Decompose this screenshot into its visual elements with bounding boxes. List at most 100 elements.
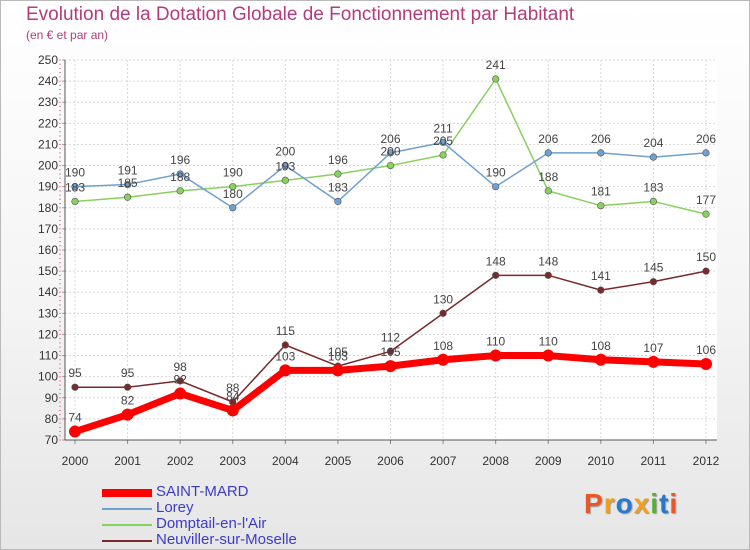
data-label: 188 (170, 170, 190, 184)
y-tick-label: 180 (38, 201, 58, 215)
y-tick-label: 230 (38, 95, 58, 109)
logo-letter: P (584, 488, 604, 519)
data-point (544, 149, 552, 157)
legend-swatch-neuviller (102, 540, 152, 542)
data-label: 188 (538, 170, 558, 184)
data-label: 183 (328, 180, 348, 194)
data-label: 185 (118, 176, 138, 190)
data-point (176, 170, 184, 178)
y-tick-label: 100 (38, 370, 58, 384)
x-tick-label: 2011 (641, 454, 667, 468)
y-tick-label: 120 (38, 327, 58, 341)
data-point (542, 349, 555, 362)
logo-letter: x (633, 488, 651, 519)
data-point (439, 309, 447, 317)
data-point (121, 408, 134, 421)
legend-swatch-domptail (102, 524, 152, 526)
data-label: 98 (173, 360, 187, 374)
data-label: 108 (591, 339, 611, 353)
data-point (176, 377, 184, 385)
data-point (492, 271, 500, 279)
data-point (649, 197, 658, 206)
data-label: 206 (538, 132, 558, 146)
data-label: 82 (121, 394, 135, 408)
data-point (331, 364, 344, 377)
data-point (71, 183, 79, 191)
y-tick-label: 70 (45, 433, 59, 447)
data-point (281, 161, 289, 170)
data-label: 84 (226, 389, 240, 403)
data-label: 95 (121, 366, 135, 380)
data-label: 211 (434, 121, 453, 135)
data-point (71, 197, 79, 206)
data-point (176, 187, 184, 195)
data-label: 130 (433, 292, 453, 306)
y-tick-label: 240 (38, 74, 58, 88)
grid (65, 59, 717, 441)
line-chart: 7080901001101201301401501601701801902002… (38, 53, 720, 468)
data-point (229, 204, 237, 212)
data-point (702, 210, 710, 218)
data-point (649, 153, 658, 161)
data-point (702, 267, 710, 275)
x-tick-label: 2001 (114, 454, 141, 468)
data-label: 191 (118, 164, 138, 178)
data-point (71, 383, 79, 391)
legend-swatch-lorey (102, 508, 152, 510)
y-tick-label: 200 (38, 159, 58, 173)
x-tick-label: 2000 (62, 454, 89, 468)
legend-label: Lorey (156, 499, 194, 516)
data-label: 206 (380, 132, 400, 146)
data-label: 105 (328, 345, 348, 359)
logo-letter: i (650, 488, 660, 519)
data-label: 108 (433, 339, 453, 353)
y-tick-label: 140 (38, 285, 58, 299)
data-label: 190 (65, 166, 85, 180)
data-point (439, 151, 447, 159)
data-label: 206 (591, 132, 611, 146)
data-point (281, 341, 289, 349)
data-label: 205 (433, 134, 453, 148)
x-tick-label: 2010 (587, 454, 614, 468)
data-point (492, 183, 500, 191)
data-point (700, 358, 712, 370)
logo-letter: r (603, 488, 616, 519)
data-point (174, 387, 187, 400)
x-tick-label: 2004 (272, 454, 299, 468)
x-tick-label: 2005 (325, 454, 352, 468)
legend-label: SAINT-MARD (156, 483, 249, 500)
data-point (437, 353, 450, 366)
y-tick-label: 110 (39, 349, 58, 363)
data-point (229, 183, 237, 191)
data-label: 110 (539, 335, 558, 349)
data-point (597, 286, 605, 294)
axes: 7080901001101201301401501601701801902002… (38, 53, 720, 468)
x-tick-label: 2007 (430, 454, 457, 468)
data-point (226, 404, 239, 417)
data-point (279, 364, 292, 377)
data-label: 107 (643, 341, 663, 355)
data-point (597, 202, 605, 210)
data-label: 92 (173, 373, 187, 387)
x-tick-label: 2008 (482, 454, 509, 468)
data-label: 148 (486, 254, 506, 268)
data-point (334, 197, 342, 206)
data-point (439, 138, 447, 146)
logo-letter: t (659, 488, 670, 519)
proxiti-logo[interactable]: Proxiti (584, 488, 678, 520)
y-tick-label: 160 (38, 243, 58, 257)
data-label: 196 (328, 153, 348, 167)
y-tick-label: 210 (38, 137, 58, 151)
data-label: 145 (643, 261, 663, 275)
y-tick-label: 220 (38, 116, 58, 130)
y-tick-label: 250 (38, 53, 58, 67)
data-label: 150 (696, 250, 716, 264)
data-label: 105 (380, 345, 400, 359)
y-tick-label: 130 (38, 306, 58, 320)
data-point (123, 180, 132, 189)
y-tick-label: 150 (38, 264, 58, 278)
data-point (386, 149, 395, 157)
data-point (384, 360, 397, 373)
data-point (386, 347, 395, 355)
y-tick-label: 190 (38, 180, 58, 194)
